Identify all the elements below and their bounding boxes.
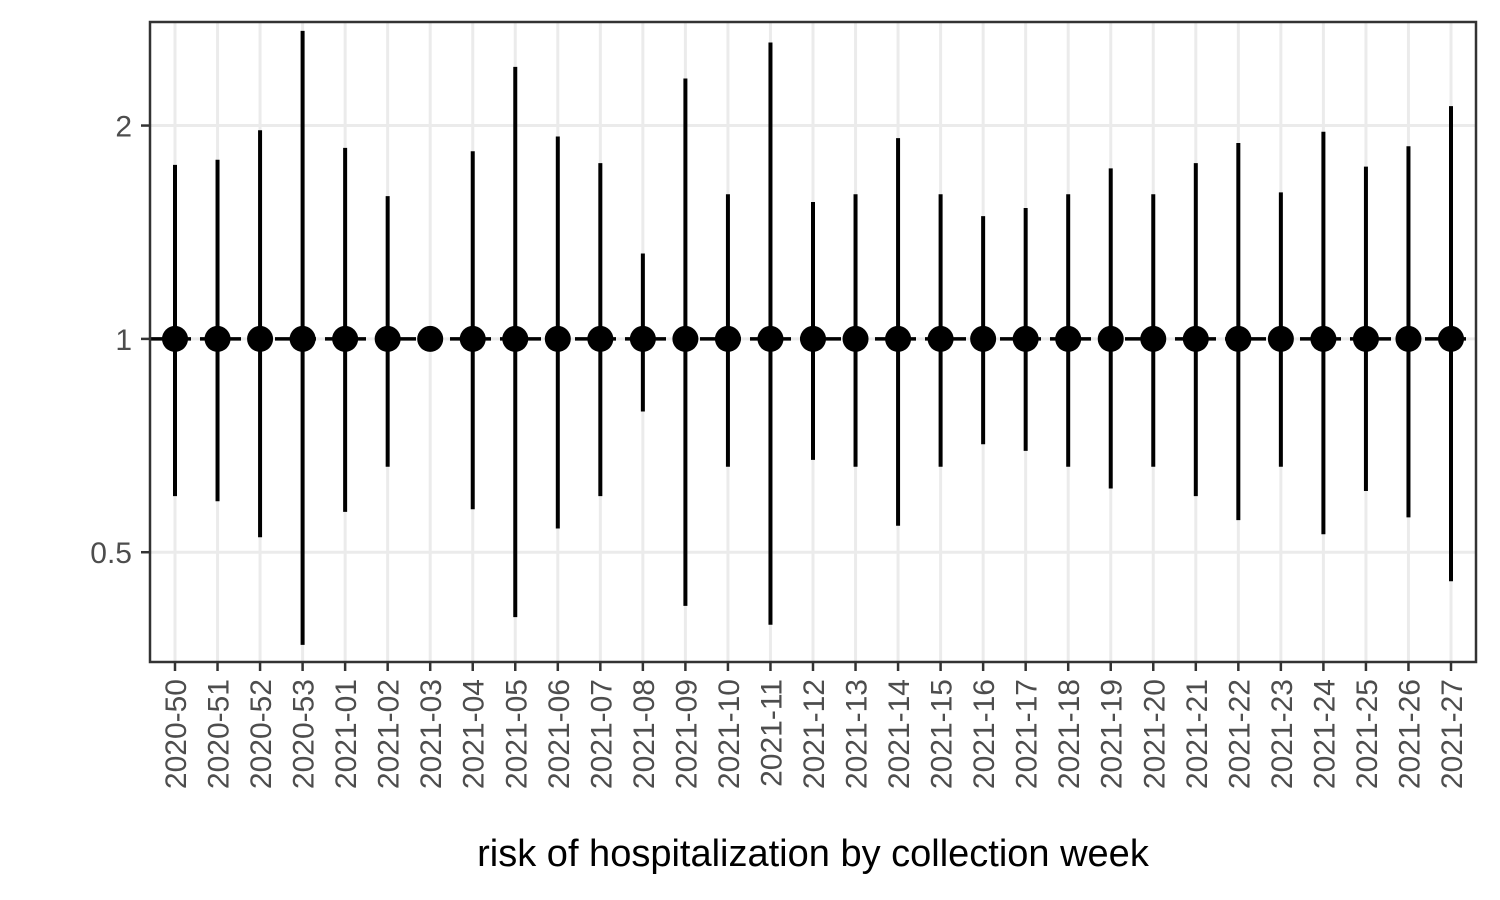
point-estimate: [204, 325, 231, 352]
point-estimate: [289, 325, 316, 352]
point-estimate: [459, 325, 486, 352]
point-estimate: [502, 325, 529, 352]
point-estimate: [417, 325, 444, 352]
point-estimate: [885, 325, 912, 352]
x-tick-label: 2021-12: [798, 679, 831, 789]
point-estimates: [162, 325, 1464, 352]
x-tick-label: 2020-52: [245, 679, 278, 789]
x-tick-label: 2020-51: [203, 679, 236, 789]
x-tick-label: 2021-02: [373, 679, 406, 789]
y-tick-label: 1: [115, 324, 132, 357]
y-tick-label: 2: [115, 111, 132, 144]
point-estimate: [544, 325, 571, 352]
point-estimate: [162, 325, 188, 352]
x-tick-label: 2021-15: [926, 679, 959, 789]
point-estimate: [247, 325, 274, 352]
point-estimate: [1182, 325, 1209, 352]
point-estimate: [1225, 325, 1252, 352]
x-axis-title: risk of hospitalization by collection we…: [477, 833, 1150, 875]
x-tick-label: 2021-26: [1393, 679, 1426, 789]
x-tick-label: 2021-17: [1011, 679, 1044, 789]
point-estimate: [1097, 325, 1124, 352]
x-tick-label: 2021-22: [1223, 679, 1256, 789]
point-estimate: [927, 325, 954, 352]
x-tick-label: 2020-53: [288, 679, 321, 789]
point-estimate: [1352, 325, 1379, 352]
x-tick-label: 2021-19: [1096, 679, 1129, 789]
x-tick-label: 2021-10: [713, 679, 746, 789]
point-estimate: [672, 325, 699, 352]
x-tick-label: 2021-04: [458, 679, 491, 789]
x-tick-label: 2021-20: [1138, 679, 1171, 789]
x-tick-label: 2021-18: [1053, 679, 1086, 789]
point-estimate: [1012, 325, 1039, 352]
point-estimate: [757, 325, 784, 352]
point-estimate: [629, 325, 656, 352]
x-axis: 2020-50 2020-51 2020-52 2020-53 2021-01 2021-…: [160, 662, 1469, 789]
x-tick-label: 2021-01: [330, 679, 363, 789]
x-tick-label: 2021-23: [1266, 679, 1299, 789]
x-tick-label: 2021-11: [755, 679, 788, 787]
x-tick-label: 2021-16: [968, 679, 1001, 789]
point-estimate: [800, 325, 826, 352]
x-tick-label: 2021-13: [841, 679, 874, 789]
x-tick-label: 2021-05: [500, 679, 533, 789]
point-estimate: [1310, 325, 1337, 352]
x-tick-label: 2021-27: [1436, 679, 1469, 789]
point-estimate: [587, 325, 614, 352]
x-tick-label: 2021-09: [670, 679, 703, 789]
x-tick-label: 2021-08: [628, 679, 661, 789]
point-estimate: [1438, 325, 1464, 352]
point-estimate: [1055, 325, 1082, 352]
y-axis: 0.5 1 2: [90, 111, 150, 570]
point-estimate: [970, 325, 997, 352]
x-tick-label: 2020-50: [160, 679, 193, 789]
point-estimate: [842, 325, 869, 352]
x-tick-label: 2021-06: [543, 679, 576, 789]
y-tick-label: 0.5: [90, 537, 132, 570]
point-estimate: [374, 325, 401, 352]
point-estimate: [332, 325, 359, 352]
point-estimate: [714, 325, 741, 352]
x-tick-label: 2021-21: [1181, 679, 1214, 789]
point-estimate: [1140, 325, 1167, 352]
x-tick-label: 2021-07: [585, 679, 618, 789]
x-tick-label: 2021-25: [1351, 679, 1384, 789]
point-estimate: [1395, 325, 1422, 352]
x-tick-label: 2021-14: [883, 679, 916, 789]
point-estimate: [1267, 325, 1294, 352]
x-tick-label: 2021-24: [1308, 679, 1341, 789]
x-tick-label: 2021-03: [415, 679, 448, 789]
